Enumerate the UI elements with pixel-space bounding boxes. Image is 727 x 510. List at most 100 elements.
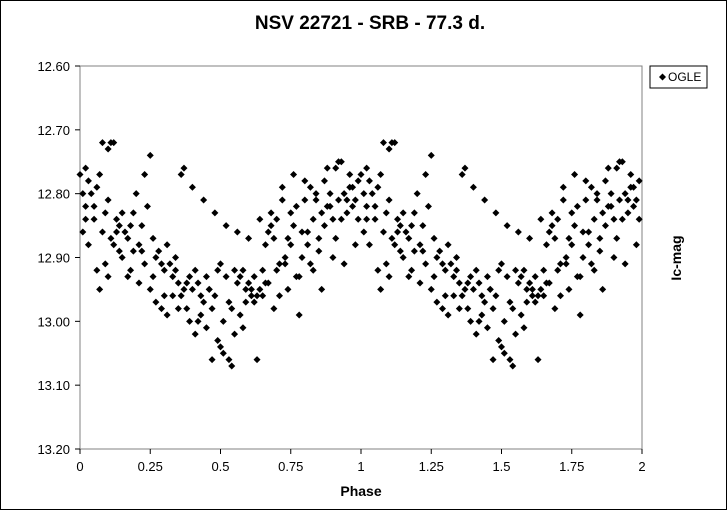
data-point [214, 336, 222, 344]
data-point [202, 273, 210, 281]
data-point [135, 241, 143, 249]
data-point [318, 285, 326, 293]
data-point [197, 292, 205, 300]
data-point [503, 273, 511, 281]
data-point [573, 273, 581, 281]
data-point [160, 266, 168, 274]
data-point [82, 164, 90, 172]
data-point [188, 285, 196, 293]
data-point [630, 202, 638, 210]
data-point [453, 266, 461, 274]
data-point [320, 177, 328, 185]
data-point [444, 311, 452, 319]
data-point [610, 254, 618, 261]
data-point [467, 273, 475, 281]
x-tick-label: 1.75 [559, 459, 584, 474]
data-point [270, 234, 278, 242]
data-point [542, 241, 550, 249]
data-point [416, 241, 424, 249]
data-point [104, 145, 112, 153]
data-point [292, 202, 300, 210]
data-point [228, 362, 236, 370]
data-point [278, 183, 286, 191]
data-point [101, 260, 109, 268]
data-point [163, 241, 171, 249]
data-point [261, 279, 269, 287]
data-point [233, 279, 241, 287]
data-point [172, 266, 180, 274]
data-point [478, 292, 486, 300]
data-point [635, 215, 643, 223]
data-point [312, 190, 320, 198]
data-point [177, 292, 185, 300]
legend-marker-icon [659, 73, 666, 81]
data-point [188, 183, 196, 191]
data-point [273, 215, 281, 223]
data-point [287, 209, 295, 217]
data-point [441, 292, 449, 300]
data-point [98, 139, 106, 147]
data-point [332, 164, 340, 172]
data-point [247, 292, 255, 300]
data-point [562, 260, 570, 268]
data-point [616, 196, 624, 204]
data-point [222, 222, 230, 230]
data-point [186, 273, 194, 281]
data-point [205, 285, 213, 293]
plot-area [79, 65, 643, 450]
data-point [180, 164, 188, 172]
data-point [509, 305, 517, 313]
x-axis-title: Phase [340, 483, 381, 499]
data-point [287, 241, 295, 249]
data-point [115, 247, 123, 255]
data-point [382, 209, 390, 217]
data-point [149, 234, 157, 242]
data-point [377, 285, 385, 293]
data-point [551, 234, 559, 242]
data-point [506, 298, 514, 306]
data-point [433, 298, 441, 306]
data-point [284, 234, 292, 242]
y-axis: 12.60 12.70 12.80 12.90 13.00 13.10 13.20 [37, 59, 80, 457]
data-point [118, 254, 126, 261]
data-point [596, 234, 604, 242]
data-point [163, 311, 171, 319]
data-point [495, 336, 503, 344]
data-point [453, 254, 461, 261]
data-point [512, 330, 520, 338]
data-point [458, 292, 466, 300]
data-point [79, 228, 87, 236]
y-tick-label: 12.60 [37, 59, 70, 74]
data-point [596, 247, 604, 255]
data-point [340, 260, 348, 268]
data-point [374, 266, 382, 274]
data-point [363, 164, 371, 172]
data-point [363, 202, 371, 210]
data-point [155, 247, 163, 255]
data-point [152, 254, 160, 261]
data-point [416, 279, 424, 287]
data-point [582, 196, 590, 204]
data-point [340, 190, 348, 198]
data-point [276, 260, 284, 268]
data-point [84, 177, 92, 185]
data-point [146, 151, 154, 159]
legend-label: OGLE [668, 70, 701, 84]
data-point [202, 324, 210, 332]
x-tick-label: 0.75 [278, 459, 303, 474]
data-point [129, 209, 137, 217]
data-point [259, 292, 267, 300]
data-point [200, 196, 208, 204]
data-point [464, 279, 472, 287]
data-point [458, 171, 466, 179]
data-point [554, 266, 562, 274]
data-point [408, 222, 416, 230]
data-point [582, 177, 590, 185]
data-point [559, 183, 567, 191]
data-point [343, 196, 351, 204]
data-point [503, 222, 511, 230]
data-point [290, 171, 298, 179]
data-point [528, 285, 536, 293]
data-point [191, 266, 199, 274]
